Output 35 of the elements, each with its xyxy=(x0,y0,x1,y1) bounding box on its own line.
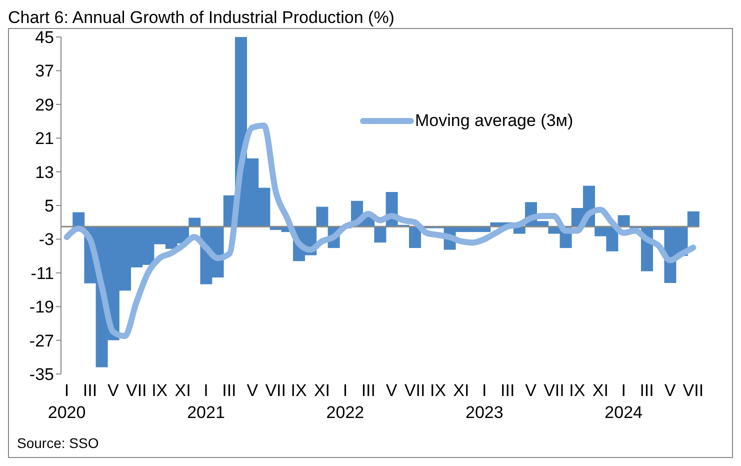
x-tick-label: V xyxy=(386,381,398,400)
source-note: Source: SSO xyxy=(17,435,99,451)
y-tick-label: -11 xyxy=(30,264,54,283)
y-tick-label: 13 xyxy=(35,162,54,182)
x-tick-label: V xyxy=(525,381,538,400)
x-tick-label: III xyxy=(361,381,376,400)
x-tick-label: VII xyxy=(404,381,426,400)
y-tick-label: 5 xyxy=(44,196,54,216)
chart-title: Chart 6: Annual Growth of Industrial Production (%) xyxy=(8,8,396,28)
x-tick-label: XI xyxy=(174,381,191,400)
y-tick-label: -19 xyxy=(29,298,54,317)
x-tick-label: IX xyxy=(152,381,168,400)
x-tick-label: V xyxy=(664,381,676,400)
y-tick-label: 37 xyxy=(35,62,54,81)
y-tick-label: 21 xyxy=(35,129,54,148)
y-tick-label: 45 xyxy=(35,28,54,48)
x-tick-label: VII xyxy=(265,381,286,400)
y-tick-label: -3 xyxy=(38,230,54,250)
x-tick-label: III xyxy=(500,381,515,400)
y-tick-label: 29 xyxy=(35,95,54,114)
x-tick-label: VII xyxy=(126,381,147,400)
x-tick-label: XI xyxy=(314,381,330,400)
x-tick-label: VII xyxy=(682,381,704,400)
x-tick-label: III xyxy=(640,381,654,400)
x-tick-label: III xyxy=(222,381,236,400)
x-tick-label: IX xyxy=(569,381,586,400)
x-tick-label: V xyxy=(108,381,120,400)
x-tick-label: V xyxy=(246,381,259,400)
x-tick-label: XI xyxy=(592,381,608,400)
x-tick-label: IX xyxy=(290,381,307,400)
x-tick-label: IX xyxy=(430,381,446,400)
y-tick-label: -27 xyxy=(29,331,54,350)
legend-label: Moving average (3м) xyxy=(415,111,574,131)
x-tick-label: VII xyxy=(544,381,564,400)
x-tick-label: XI xyxy=(453,381,470,400)
